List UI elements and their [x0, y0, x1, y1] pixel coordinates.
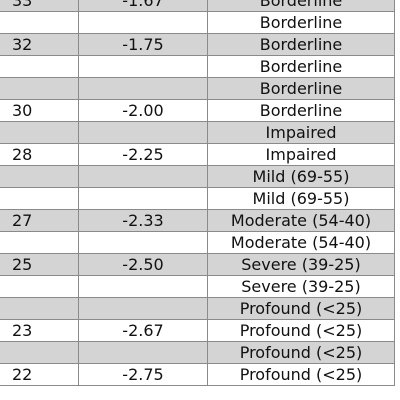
category-cell: Borderline	[207, 99, 395, 122]
table-row: Impaired	[0, 121, 395, 144]
table-row: 33 -1.67 Borderline	[0, 0, 395, 12]
table-row: Mild (69-55)	[0, 165, 395, 188]
score-cell: 32	[0, 33, 79, 56]
table-row: 22 -2.75 Profound (<25)	[0, 363, 395, 386]
score-classification-table: 33 -1.67 Borderline Borderline 32 -1.75 …	[0, 0, 395, 386]
table-body: 33 -1.67 Borderline Borderline 32 -1.75 …	[0, 0, 395, 386]
z-score-cell: -1.67	[78, 0, 208, 12]
category-cell: Moderate (54-40)	[207, 231, 395, 254]
category-cell: Borderline	[207, 11, 395, 34]
category-cell: Profound (<25)	[207, 297, 395, 320]
category-cell: Borderline	[207, 77, 395, 100]
category-cell: Moderate (54-40)	[207, 209, 395, 232]
score-cell	[0, 121, 79, 144]
table-row: Moderate (54-40)	[0, 231, 395, 254]
category-cell: Borderline	[207, 55, 395, 78]
z-score-cell: -2.00	[78, 99, 208, 122]
category-cell: Profound (<25)	[207, 319, 395, 342]
z-score-cell: -2.33	[78, 209, 208, 232]
z-score-cell	[78, 297, 208, 320]
z-score-cell	[78, 341, 208, 364]
score-cell	[0, 187, 79, 210]
z-score-cell	[78, 165, 208, 188]
z-score-cell: -2.75	[78, 363, 208, 386]
table-row: 30 -2.00 Borderline	[0, 99, 395, 122]
score-cell	[0, 77, 79, 100]
score-cell	[0, 275, 79, 298]
z-score-cell	[78, 275, 208, 298]
table-row: Profound (<25)	[0, 297, 395, 320]
category-cell: Impaired	[207, 121, 395, 144]
score-cell: 22	[0, 363, 79, 386]
category-cell: Profound (<25)	[207, 363, 395, 386]
category-cell: Profound (<25)	[207, 341, 395, 364]
score-cell	[0, 55, 79, 78]
z-score-cell	[78, 231, 208, 254]
table-row: 23 -2.67 Profound (<25)	[0, 319, 395, 342]
score-cell	[0, 231, 79, 254]
z-score-cell: -2.50	[78, 253, 208, 276]
score-cell: 25	[0, 253, 79, 276]
category-cell: Borderline	[207, 0, 395, 12]
table-row: Severe (39-25)	[0, 275, 395, 298]
score-cell: 23	[0, 319, 79, 342]
score-cell: 27	[0, 209, 79, 232]
category-cell: Impaired	[207, 143, 395, 166]
score-cell: 28	[0, 143, 79, 166]
category-cell: Borderline	[207, 33, 395, 56]
table-row: 32 -1.75 Borderline	[0, 33, 395, 56]
z-score-cell	[78, 187, 208, 210]
score-cell: 30	[0, 99, 79, 122]
table-row: Borderline	[0, 11, 395, 34]
z-score-cell	[78, 77, 208, 100]
z-score-cell: -2.25	[78, 143, 208, 166]
table-row: Borderline	[0, 77, 395, 100]
table-row: Profound (<25)	[0, 341, 395, 364]
z-score-cell	[78, 55, 208, 78]
table-row: Borderline	[0, 55, 395, 78]
score-cell	[0, 11, 79, 34]
category-cell: Mild (69-55)	[207, 187, 395, 210]
score-cell: 33	[0, 0, 79, 12]
z-score-cell	[78, 121, 208, 144]
category-cell: Severe (39-25)	[207, 253, 395, 276]
category-cell: Mild (69-55)	[207, 165, 395, 188]
z-score-cell: -2.67	[78, 319, 208, 342]
table-row: 25 -2.50 Severe (39-25)	[0, 253, 395, 276]
score-cell	[0, 341, 79, 364]
table-row: 27 -2.33 Moderate (54-40)	[0, 209, 395, 232]
table-row: Mild (69-55)	[0, 187, 395, 210]
z-score-cell: -1.75	[78, 33, 208, 56]
z-score-cell	[78, 11, 208, 34]
score-cell	[0, 165, 79, 188]
category-cell: Severe (39-25)	[207, 275, 395, 298]
table-row: 28 -2.25 Impaired	[0, 143, 395, 166]
score-cell	[0, 297, 79, 320]
